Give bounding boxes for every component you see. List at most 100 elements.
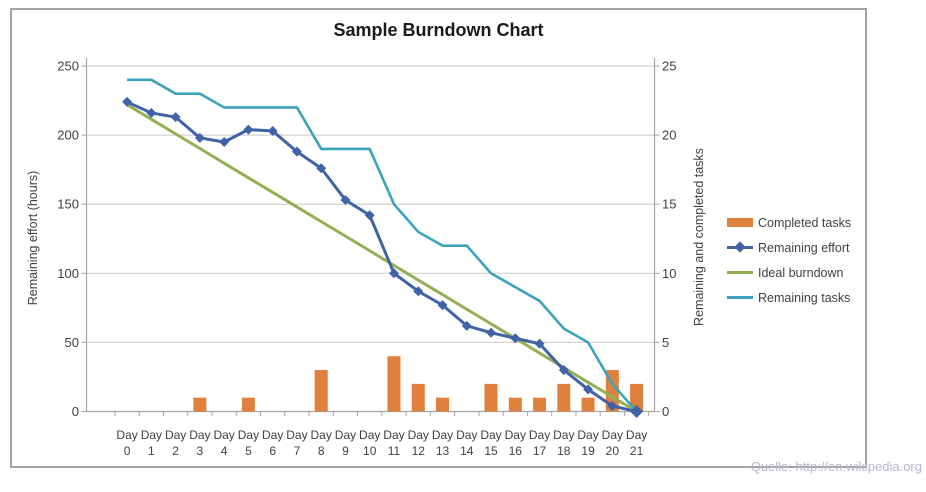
x-tick-label: Day [529, 428, 550, 442]
x-tick-label: 17 [533, 444, 547, 458]
x-tick-label: 5 [245, 444, 252, 458]
x-tick-label: Day [238, 428, 259, 442]
right-axis-tick-label: 25 [662, 59, 676, 74]
x-tick-label: 13 [436, 444, 450, 458]
legend-item-remaining-effort: Remaining effort [727, 235, 851, 260]
line-remaining-effort [126, 100, 637, 413]
left-axis-tick-label: 100 [57, 266, 79, 281]
marker-remaining-effort [510, 333, 521, 344]
left-axis-tick-label: 250 [57, 59, 79, 74]
x-tick-label: 7 [294, 444, 301, 458]
line-remaining-tasks [127, 78, 638, 413]
x-tick-label: Day [262, 428, 283, 442]
x-tick-label: Day [432, 428, 453, 442]
x-tick-label: 21 [630, 444, 644, 458]
line-ideal-burndown [126, 103, 638, 413]
x-tick-label: 8 [318, 444, 325, 458]
legend-label: Ideal burndown [758, 265, 844, 280]
x-tick-label: Day [553, 428, 574, 442]
x-tick-label: 9 [342, 444, 349, 458]
right-axis-tick-label: 0 [662, 404, 669, 419]
legend-label: Completed tasks [758, 215, 852, 230]
legend-label: Remaining tasks [758, 290, 851, 305]
x-tick-label: 16 [509, 444, 523, 458]
marker-remaining-effort [413, 286, 424, 297]
marker-remaining-effort [267, 125, 278, 136]
x-tick-label: Day [335, 428, 356, 442]
bar-completed-tasks [314, 370, 328, 412]
marker-remaining-effort [607, 400, 618, 411]
marker-remaining-effort [558, 365, 569, 376]
bar-completed-tasks [508, 397, 522, 412]
chart-title: Sample Burndown Chart [333, 20, 544, 40]
legend-item-remaining-tasks: Remaining tasks [727, 285, 851, 310]
left-axis-tick-label: 150 [57, 197, 79, 212]
x-tick-label: 6 [269, 444, 276, 458]
source-attribution: Quelle: http://en.wikipedia.org [750, 459, 922, 474]
bar-completed-tasks [241, 397, 255, 412]
x-tick-label: 20 [606, 444, 620, 458]
x-tick-label: Day [165, 428, 186, 442]
legend: Completed tasks Remaining effort Ideal b… [727, 210, 851, 310]
bar-completed-tasks [387, 356, 401, 412]
marker-remaining-effort [364, 210, 375, 221]
x-tick-label: 11 [388, 444, 401, 458]
bar-completed-tasks [484, 383, 498, 412]
marker-remaining-effort [583, 384, 594, 395]
line-diamond-swatch-icon [727, 241, 753, 253]
marker-remaining-effort [122, 96, 133, 107]
bar-completed-tasks [436, 397, 450, 412]
marker-remaining-effort [170, 112, 181, 123]
marker-remaining-effort [461, 320, 472, 331]
bar-completed-tasks [557, 383, 571, 412]
x-tick-label: Day [626, 428, 647, 442]
x-tick-label: Day [408, 428, 429, 442]
marker-remaining-effort [437, 300, 448, 311]
right-axis-tick-label: 15 [662, 197, 676, 212]
marker-remaining-effort [316, 163, 327, 174]
x-tick-label: 10 [363, 444, 377, 458]
x-tick-label: Day [456, 428, 477, 442]
marker-remaining-effort [243, 124, 254, 135]
x-tick-label: Day [577, 428, 598, 442]
marker-remaining-effort [146, 107, 157, 118]
bar-completed-tasks [533, 397, 547, 412]
bar-swatch-icon [727, 218, 753, 227]
line-swatch-icon [727, 293, 753, 302]
marker-remaining-effort [534, 338, 545, 349]
x-tick-label: Day [189, 428, 210, 442]
x-tick-label: Day [213, 428, 234, 442]
x-tick-label: 18 [557, 444, 571, 458]
legend-item-ideal-burndown: Ideal burndown [727, 260, 851, 285]
x-tick-label: 1 [148, 444, 155, 458]
bar-completed-tasks [411, 383, 425, 412]
legend-item-completed-tasks: Completed tasks [727, 210, 851, 235]
x-tick-label: 19 [581, 444, 595, 458]
left-axis-tick-label: 200 [57, 128, 79, 143]
marker-remaining-effort [486, 327, 497, 338]
x-tick-label: Day [602, 428, 623, 442]
x-tick-label: Day [286, 428, 307, 442]
x-tick-label: Day [141, 428, 162, 442]
left-axis-tick-label: 0 [72, 404, 79, 419]
line-swatch-icon [727, 268, 753, 277]
x-tick-label: 3 [197, 444, 204, 458]
right-axis-tick-label: 10 [662, 266, 676, 281]
legend-label: Remaining effort [758, 240, 850, 255]
x-tick-label: Day [311, 428, 332, 442]
x-tick-label: 14 [460, 444, 474, 458]
left-axis-title: Remaining effort (hours) [26, 170, 40, 306]
x-tick-label: 12 [412, 444, 426, 458]
x-tick-label: Day [359, 428, 380, 442]
marker-remaining-effort [630, 405, 644, 418]
marker-remaining-effort [219, 137, 230, 148]
bar-completed-tasks [581, 397, 595, 412]
x-tick-label: 4 [221, 444, 228, 458]
x-tick-label: 2 [172, 444, 179, 458]
marker-remaining-effort [194, 132, 205, 143]
marker-remaining-effort [340, 195, 351, 206]
x-tick-label: 0 [124, 444, 131, 458]
right-axis-tick-label: 20 [662, 128, 676, 143]
